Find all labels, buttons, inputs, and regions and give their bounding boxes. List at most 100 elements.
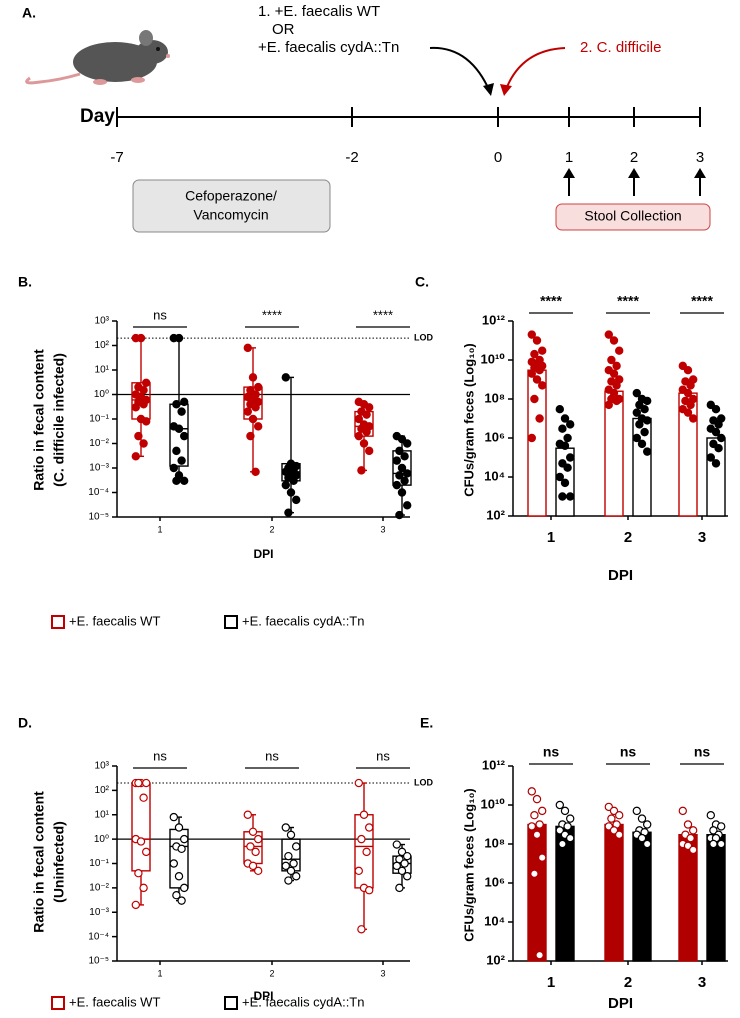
data-point (632, 806, 642, 816)
data-point (281, 480, 290, 490)
data-point (248, 373, 258, 382)
y-tick-label: 10⁻⁴ (88, 487, 109, 498)
y-axis-title: (Uninfected) (51, 821, 67, 903)
y-tick-label: 10² (95, 340, 110, 351)
data-point (392, 480, 401, 490)
antibiotic-label: Cefoperazone/ (185, 188, 277, 204)
significance-label: ns (265, 748, 279, 763)
data-point (397, 434, 407, 444)
treatment-line: OR (272, 21, 295, 38)
data-point (566, 814, 575, 823)
x-tick-label: 2 (269, 968, 274, 978)
data-point (179, 834, 189, 844)
data-point (643, 839, 652, 849)
data-point (284, 508, 293, 517)
data-point (139, 793, 148, 802)
arrow (504, 47, 566, 93)
data-point (292, 842, 301, 851)
data-point (560, 806, 570, 816)
data-point (141, 417, 151, 426)
data-point (392, 861, 401, 871)
data-point (535, 365, 544, 375)
data-point (359, 810, 369, 819)
y-axis-title: (C. difficile infected) (51, 353, 67, 487)
data-point (139, 400, 148, 409)
y-tick-label: 10¹² (482, 757, 506, 772)
data-point (612, 381, 621, 390)
data-point (643, 820, 652, 829)
data-point (403, 851, 412, 861)
data-point (558, 424, 567, 433)
data-point (392, 840, 401, 849)
data-point (403, 501, 412, 510)
data-point (706, 400, 716, 410)
data-point (174, 333, 184, 343)
data-point (254, 866, 263, 876)
data-point (714, 420, 723, 429)
data-point (397, 463, 407, 473)
data-point (251, 467, 260, 476)
x-tick-label: 2 (269, 524, 274, 534)
data-point (563, 433, 572, 443)
data-point (400, 476, 409, 486)
data-point (558, 839, 567, 849)
data-point (292, 495, 301, 505)
y-tick-label: 10¹ (95, 365, 110, 376)
data-point (686, 381, 695, 390)
data-point (530, 349, 539, 359)
data-point (532, 375, 542, 384)
data-point (172, 400, 181, 409)
data-point (683, 820, 693, 829)
data-point (362, 410, 371, 419)
data-point (615, 830, 624, 839)
data-point (563, 822, 572, 831)
data-point (357, 466, 366, 475)
data-point (395, 883, 404, 893)
data-point (709, 826, 718, 835)
bar (706, 833, 726, 962)
y-tick-label: 10⁰ (94, 389, 109, 400)
x-tick-label: 1 (157, 968, 162, 978)
data-point (254, 422, 263, 431)
data-point (535, 950, 544, 960)
data-point (604, 400, 614, 410)
y-tick-label: 10¹ (95, 809, 110, 820)
arrowhead (483, 83, 494, 96)
data-point (686, 400, 695, 410)
data-point (141, 378, 151, 388)
data-point (403, 872, 412, 881)
lod-label: LOD (414, 777, 433, 787)
data-point (392, 456, 401, 465)
y-axis-title: CFUs/gram feces (Log₁₀) (461, 343, 476, 497)
data-point (289, 859, 298, 868)
data-point (566, 453, 575, 462)
x-axis-title: DPI (253, 989, 273, 1003)
data-point (530, 810, 539, 820)
data-point (292, 872, 301, 881)
data-point (538, 806, 547, 816)
data-point (365, 403, 374, 412)
data-point (678, 806, 688, 816)
collection-box (555, 203, 711, 231)
data-point (615, 346, 624, 355)
data-point (243, 810, 252, 819)
significance-label: **** (262, 307, 282, 322)
infection-label: 2. C. difficile (580, 39, 661, 56)
data-point (246, 431, 255, 441)
data-point (612, 396, 621, 406)
y-tick-label: 10⁸ (484, 390, 505, 405)
legend-swatch (51, 615, 65, 629)
data-point (560, 414, 570, 423)
y-tick-label: 10¹⁰ (481, 796, 506, 811)
data-point (609, 806, 619, 816)
data-point (637, 439, 647, 449)
bar (527, 369, 547, 517)
data-point (637, 833, 647, 843)
y-axis-title: Ratio in fecal content (31, 349, 47, 491)
y-tick-label: 10⁻¹ (89, 414, 109, 425)
data-point (640, 427, 649, 437)
data-point (246, 842, 255, 851)
y-tick-label: 10⁻² (89, 438, 109, 449)
data-point (169, 463, 178, 473)
data-point (535, 414, 544, 423)
